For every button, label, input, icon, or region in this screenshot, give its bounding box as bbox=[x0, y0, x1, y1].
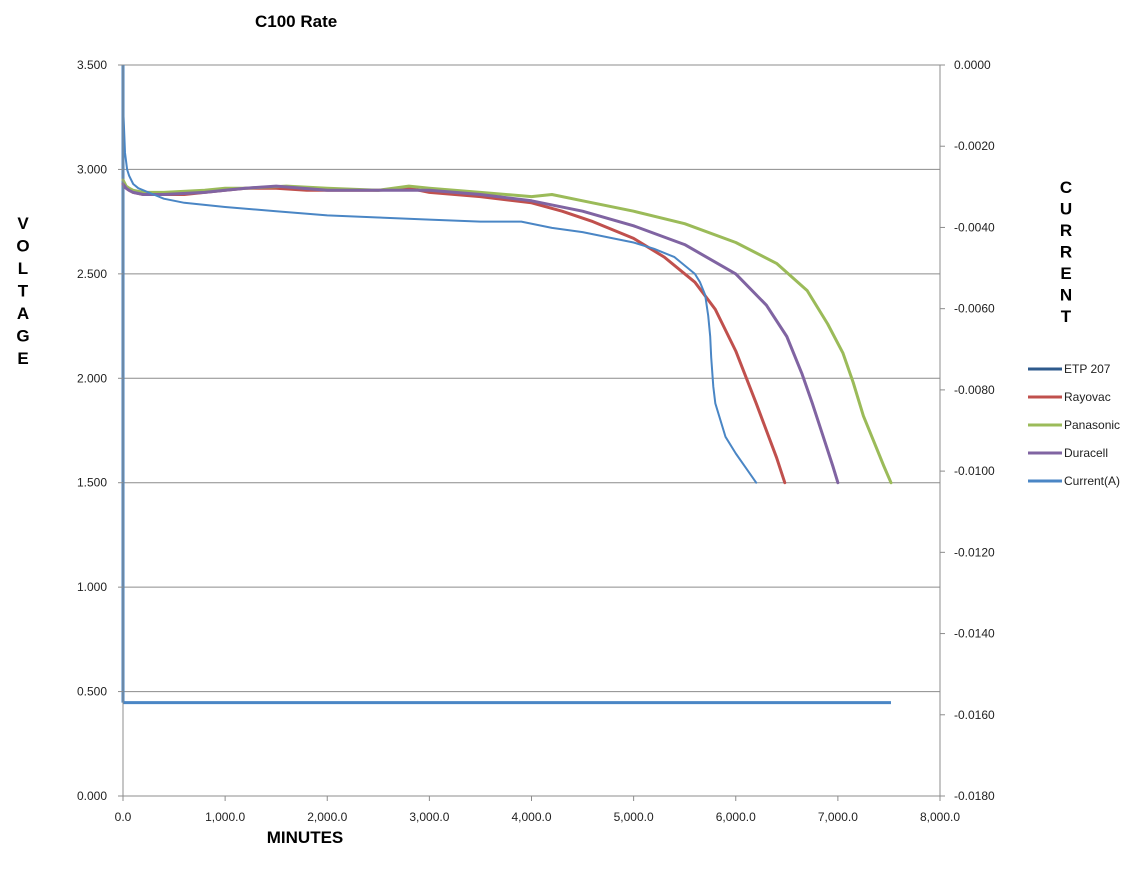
x-tick-label: 1,000.0 bbox=[205, 810, 245, 824]
y-axis-title-letter: L bbox=[18, 259, 28, 278]
legend-label: Duracell bbox=[1064, 446, 1108, 460]
y-axis-title-letter: G bbox=[16, 327, 29, 346]
y-tick-label: 0.000 bbox=[77, 789, 107, 803]
y2-tick-label: -0.0180 bbox=[954, 789, 995, 803]
series-line-rayovac bbox=[121, 182, 787, 485]
y2-axis-title-letter: R bbox=[1060, 243, 1072, 262]
y-axis-title-letter: E bbox=[17, 349, 28, 368]
y-axis-title-letter: T bbox=[18, 282, 29, 301]
y-tick-label: 3.500 bbox=[77, 58, 107, 72]
tick-labels: 0.000 0.500 1.000 1.500 2.000 2.500 3.000 3.500… bbox=[77, 58, 995, 824]
y2-tick-label: -0.0040 bbox=[954, 220, 995, 234]
x-tick-label: 4,000.0 bbox=[511, 810, 551, 824]
y2-axis-title-letter: E bbox=[1060, 264, 1071, 283]
x-tick-label: 6,000.0 bbox=[716, 810, 756, 824]
y2-axis-title-letter: R bbox=[1060, 221, 1072, 240]
x-tick-label: 2,000.0 bbox=[307, 810, 347, 824]
series-line-panasonic bbox=[121, 178, 893, 485]
y-tick-label: 3.000 bbox=[77, 162, 107, 176]
y2-axis-title-letter: N bbox=[1060, 286, 1072, 305]
y2-axis-title-letter: C bbox=[1060, 178, 1072, 197]
x-axis-title: MINUTES bbox=[267, 828, 344, 847]
y-tick-label: 2.000 bbox=[77, 371, 107, 385]
y2-tick-label: -0.0060 bbox=[954, 302, 995, 316]
y2-tick-label: -0.0020 bbox=[954, 139, 995, 153]
x-tick-label: 3,000.0 bbox=[409, 810, 449, 824]
legend: ETP 207 Rayovac Panasonic Duracell Current(A… bbox=[1028, 362, 1120, 488]
x-tick-label: 8,000.0 bbox=[920, 810, 960, 824]
x-tick-label: 7,000.0 bbox=[818, 810, 858, 824]
y-axis-title-letter: A bbox=[17, 304, 29, 323]
legend-label: Rayovac bbox=[1064, 390, 1111, 404]
y2-tick-label: 0.0000 bbox=[954, 58, 991, 72]
y-tick-label: 2.500 bbox=[77, 267, 107, 281]
y-tick-label: 1.000 bbox=[77, 580, 107, 594]
x-tick-label: 0.0 bbox=[115, 810, 132, 824]
y-axis-title-letter: O bbox=[16, 237, 29, 256]
y2-tick-label: -0.0120 bbox=[954, 545, 995, 559]
legend-label: ETP 207 bbox=[1064, 362, 1111, 376]
series-line-duracell bbox=[121, 182, 840, 485]
grid bbox=[123, 64, 940, 693]
y2-tick-label: -0.0140 bbox=[954, 627, 995, 641]
axes bbox=[118, 64, 945, 801]
y2-axis-title-letter: T bbox=[1061, 307, 1072, 326]
y-tick-label: 0.500 bbox=[77, 685, 107, 699]
y2-tick-label: -0.0080 bbox=[954, 383, 995, 397]
series-line-current-a- bbox=[122, 103, 758, 484]
y2-tick-label: -0.0160 bbox=[954, 708, 995, 722]
chart-title: C100 Rate bbox=[255, 12, 337, 31]
legend-label: Panasonic bbox=[1064, 418, 1120, 432]
y2-axis-title-letter: U bbox=[1060, 200, 1072, 219]
y-axis-title-letter: V bbox=[17, 214, 29, 233]
x-tick-label: 5,000.0 bbox=[614, 810, 654, 824]
series-layer bbox=[121, 65, 893, 705]
y-tick-label: 1.500 bbox=[77, 476, 107, 490]
y2-tick-label: -0.0100 bbox=[954, 464, 995, 478]
legend-label: Current(A) bbox=[1064, 474, 1120, 488]
